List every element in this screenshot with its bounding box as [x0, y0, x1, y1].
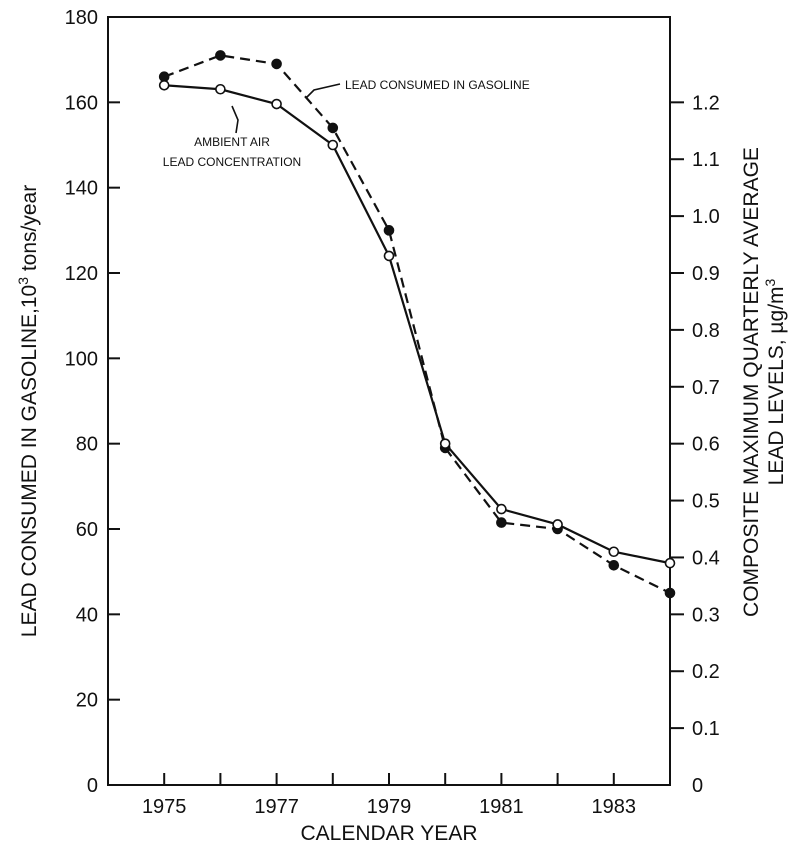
left-y-tick-label: 0 — [87, 775, 98, 797]
gasoline-data-point — [608, 559, 620, 571]
left-y-tick-label: 20 — [76, 690, 98, 712]
gasoline-data-point — [664, 587, 676, 599]
left-y-tick-label: 140 — [65, 178, 98, 200]
right-y-tick-label: 0.4 — [692, 547, 720, 569]
right-y-tick-label: 0.3 — [692, 604, 720, 626]
left-axis-title: LEAD CONSUMED IN GASOLINE,103 tons/year — [15, 185, 41, 637]
left-y-tick-label: 120 — [65, 263, 98, 285]
right-y-tick-label: 0.1 — [692, 718, 720, 740]
right-y-tick-label: 1.2 — [692, 92, 720, 114]
right-axis-title-line2-text: LEAD LEVELS, µg/m — [765, 286, 788, 485]
gasoline-label-leader — [305, 83, 341, 99]
ambient-air-data-point — [383, 250, 395, 262]
ambient-air-data-point — [496, 503, 507, 515]
right-y-tick-label: 1.1 — [692, 149, 720, 171]
gasoline-series-line — [163, 54, 671, 594]
gasoline-data-point — [383, 225, 395, 236]
right-axis-title-line2: LEAD LEVELS, µg/m3 — [762, 278, 788, 485]
ambient-air-data-point — [271, 98, 282, 110]
gasoline-data-point — [496, 517, 507, 528]
ambient-air-data-point — [215, 83, 226, 95]
left-y-tick-label: 60 — [76, 519, 98, 541]
right-axis-title-line1: COMPOSITE MAXIMUM QUARTERLY AVERAGE — [740, 147, 763, 617]
x-tick-label: 1975 — [142, 796, 187, 818]
left-y-tick-label: 180 — [65, 7, 98, 29]
ambient-air-data-point — [552, 519, 563, 530]
left-y-tick-label: 80 — [76, 434, 98, 456]
right-y-tick-label: 0.9 — [692, 263, 720, 285]
right-y-tick-label: 0.8 — [692, 320, 720, 342]
gasoline-data-point — [327, 122, 339, 134]
right-y-tick-label: 1.0 — [692, 206, 720, 228]
left-axis-title-sup: 3 — [15, 277, 31, 285]
left-y-tick-label: 160 — [65, 92, 98, 114]
gasoline-data-point — [215, 50, 226, 61]
x-tick-label: 1981 — [479, 796, 524, 818]
gasoline-data-point — [158, 71, 170, 83]
ambient-air-data-point — [158, 79, 170, 91]
x-tick-label: 1979 — [367, 796, 412, 818]
ambient-air-data-point — [664, 557, 676, 569]
x-tick-label: 1983 — [592, 796, 637, 818]
axis-ticks: 1975 1977 1979 1981 1983 0 20 40 60 80 100 120 140 16… — [65, 7, 720, 818]
air-label-leader — [231, 105, 239, 134]
ambient-air-data-point — [439, 438, 451, 449]
ambient-air-series-line — [164, 84, 671, 565]
right-y-tick-label: 0.6 — [692, 434, 720, 456]
left-y-tick-label: 100 — [65, 348, 98, 370]
x-tick-label: 1977 — [254, 796, 299, 818]
x-axis-title: CALENDAR YEAR — [300, 822, 477, 845]
right-y-tick-label: 0.7 — [692, 377, 720, 399]
plot-frame — [107, 16, 671, 786]
series-layer — [158, 50, 676, 599]
air-series-label-line1: AMBIENT AIR — [194, 135, 270, 149]
right-axis-title-sup: 3 — [762, 278, 778, 286]
left-axis-title-unit: tons/year — [18, 185, 41, 277]
air-series-label-line2: LEAD CONCENTRATION — [163, 155, 301, 169]
left-axis-title-text: LEAD CONSUMED IN GASOLINE,10 — [18, 285, 41, 637]
right-y-tick-label: 0 — [692, 775, 703, 797]
ambient-air-data-point — [608, 546, 620, 558]
gasoline-data-point — [271, 58, 282, 70]
left-y-tick-label: 40 — [76, 604, 98, 626]
gasoline-series-label: LEAD CONSUMED IN GASOLINE — [345, 78, 530, 92]
ambient-air-data-point — [327, 139, 339, 151]
right-y-tick-label: 0.2 — [692, 661, 720, 683]
right-y-tick-label: 0.5 — [692, 491, 720, 513]
